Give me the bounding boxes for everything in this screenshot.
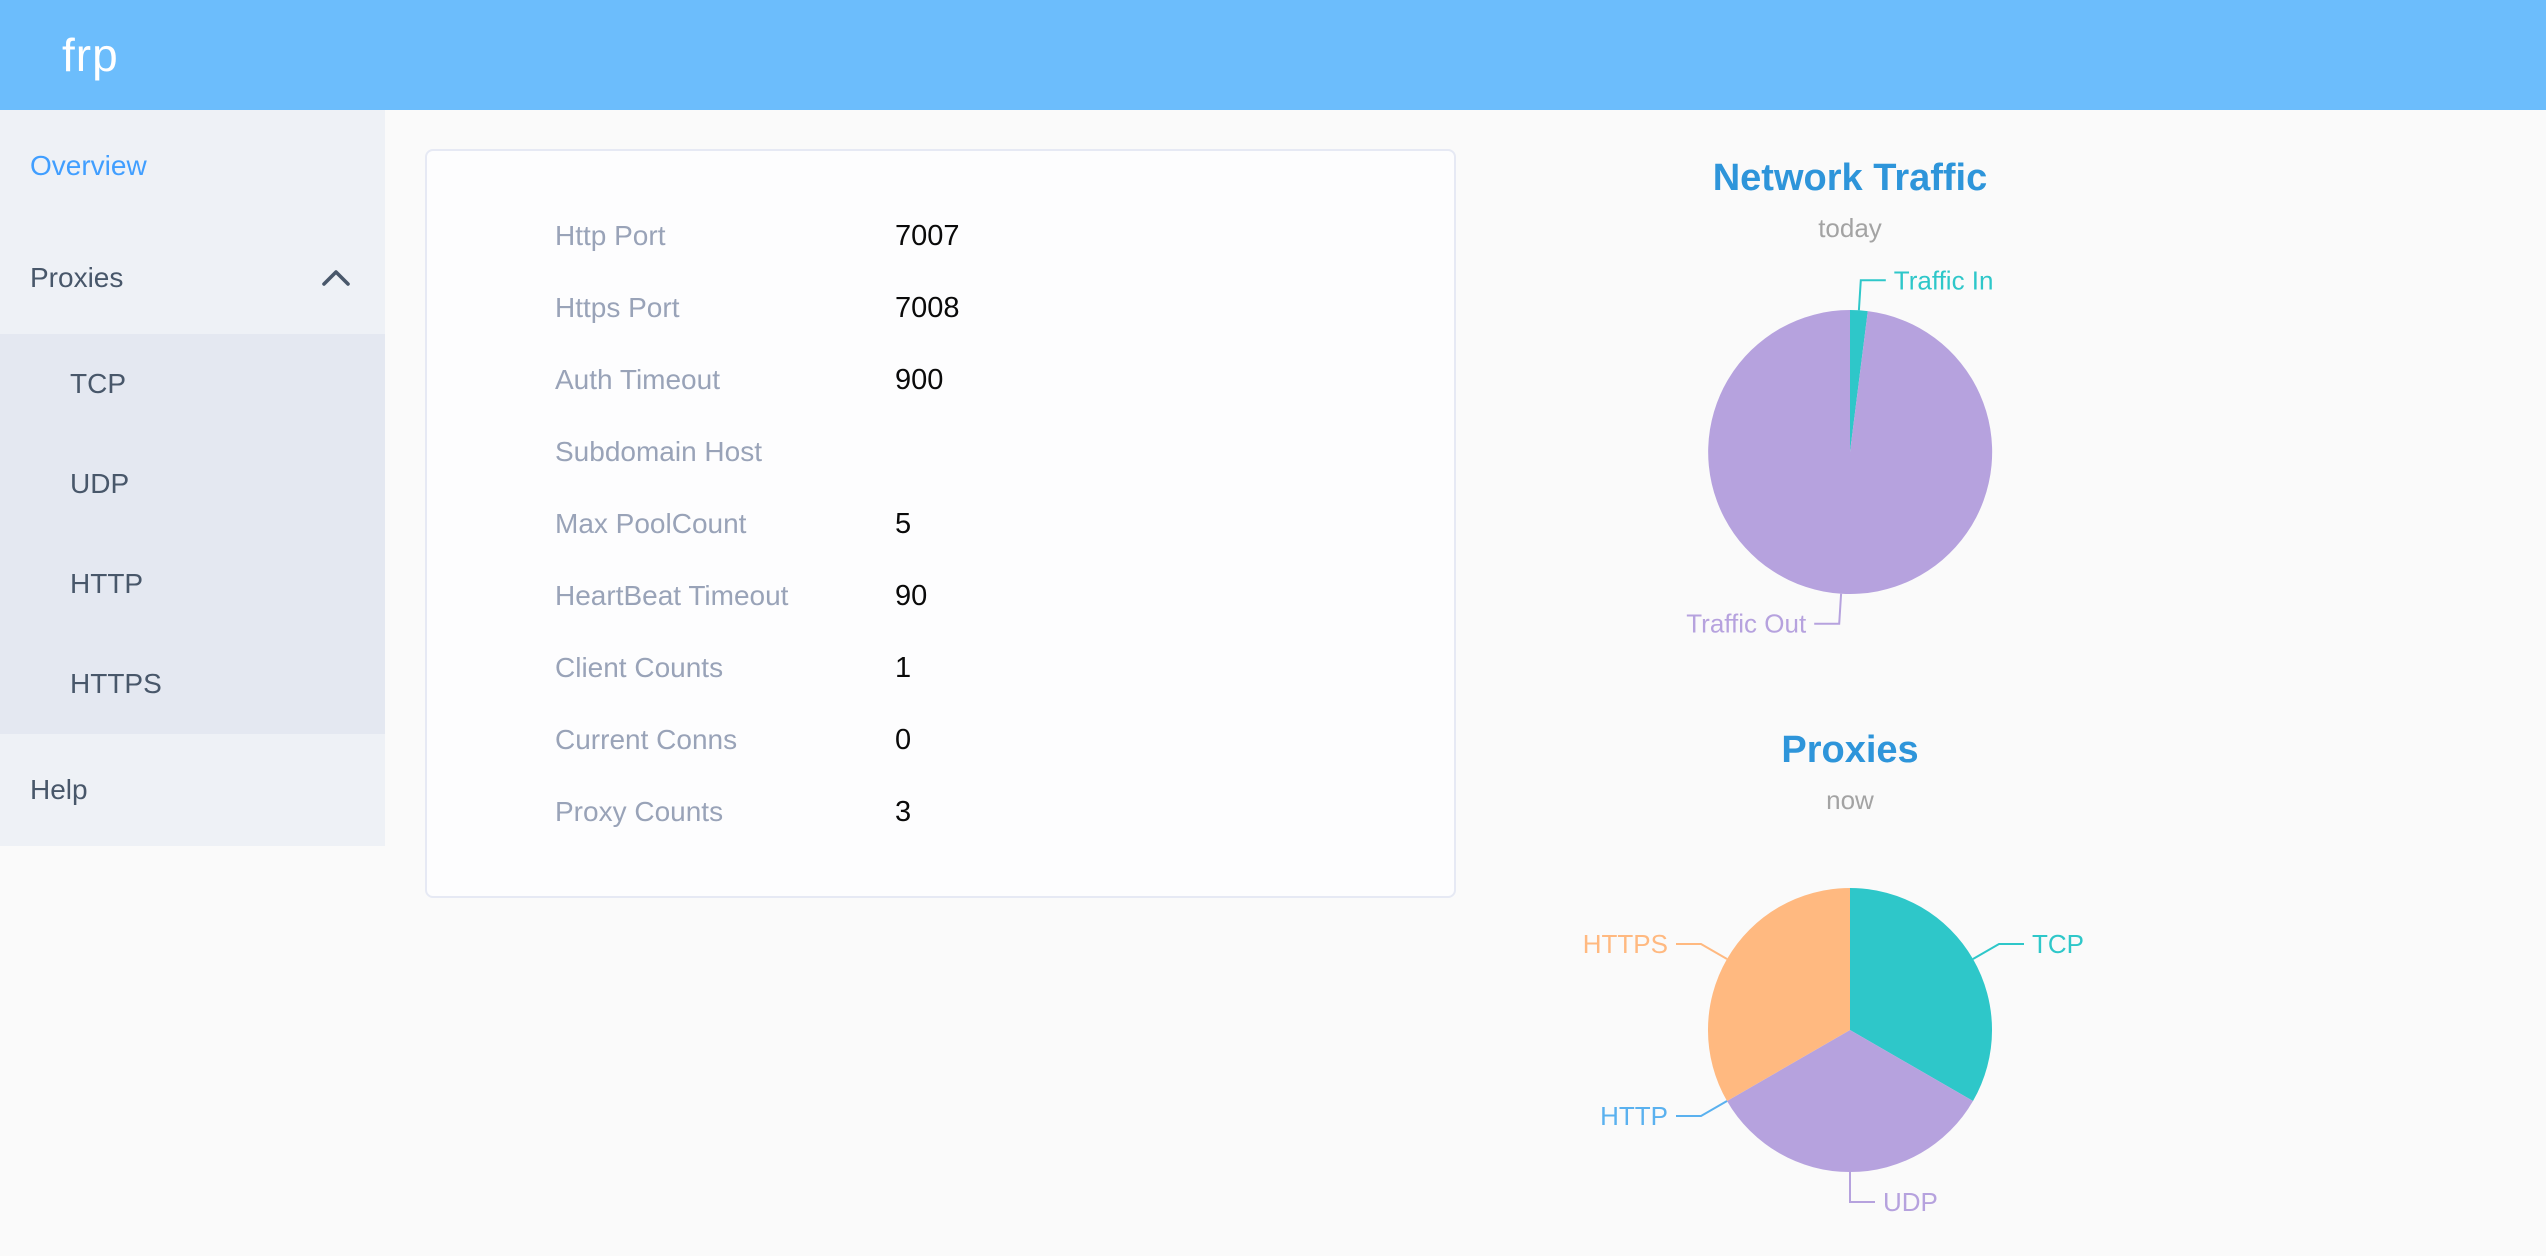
info-row-auth-timeout: Auth Timeout 900 bbox=[427, 344, 1454, 416]
pie-label-line-https bbox=[1676, 943, 1728, 960]
pie-slice-traffic-in[interactable] bbox=[1850, 309, 1868, 452]
info-label: Https Port bbox=[555, 292, 680, 323]
info-value: 7007 bbox=[895, 219, 960, 252]
proxies-chart: Proxies now TCP UDP HTTP HTTPS bbox=[1530, 722, 2170, 1256]
info-row-max-poolcount: Max PoolCount 5 bbox=[427, 488, 1454, 560]
info-row-https-port: Https Port 7008 bbox=[427, 272, 1454, 344]
info-value: 1 bbox=[895, 651, 912, 684]
app-header: frp bbox=[0, 0, 2546, 110]
info-label: Http Port bbox=[555, 220, 666, 251]
pie-label-udp: UDP bbox=[1883, 1187, 1938, 1217]
sidebar-item-help[interactable]: Help bbox=[0, 734, 385, 846]
info-label: Auth Timeout bbox=[555, 364, 720, 395]
info-label: Client Counts bbox=[555, 652, 724, 683]
pie-slice-traffic-out[interactable] bbox=[1708, 310, 1993, 594]
info-row-proxy-counts: Proxy Counts 3 bbox=[427, 776, 1454, 848]
info-value: 900 bbox=[895, 363, 944, 396]
sidebar-item-https-label: HTTPS bbox=[70, 668, 162, 699]
pie-slice-tcp[interactable] bbox=[1850, 888, 1993, 1101]
network-traffic-chart: Network Traffic today Traffic In Traffic … bbox=[1530, 150, 2170, 684]
info-value: 90 bbox=[895, 579, 928, 612]
pie-label-line-traffic-out bbox=[1814, 593, 1843, 625]
sidebar-item-tcp[interactable]: TCP bbox=[0, 334, 385, 434]
info-row-subdomain-host: Subdomain Host bbox=[427, 416, 1454, 488]
network-traffic-chart-subtitle: today bbox=[1818, 213, 1882, 243]
pie-label-traffic-in: Traffic In bbox=[1894, 265, 1994, 295]
pie-label-tcp: TCP bbox=[2032, 929, 2084, 959]
sidebar-item-overview[interactable]: Overview bbox=[0, 110, 385, 222]
info-label: Subdomain Host bbox=[555, 436, 763, 467]
network-traffic-pie[interactable]: Traffic In Traffic Out bbox=[1530, 244, 2170, 684]
info-row-heartbeat-timeout: HeartBeat Timeout 90 bbox=[427, 560, 1454, 632]
info-value: 5 bbox=[895, 507, 912, 540]
chevron-up-icon bbox=[322, 270, 350, 286]
info-value: 3 bbox=[895, 795, 912, 828]
info-label: Proxy Counts bbox=[555, 796, 724, 827]
info-value: 0 bbox=[895, 723, 912, 756]
sidebar-item-overview-label: Overview bbox=[30, 150, 147, 181]
info-row-current-conns: Current Conns 0 bbox=[427, 704, 1454, 776]
info-label: Current Conns bbox=[555, 724, 738, 755]
proxies-chart-title: Proxies bbox=[1781, 729, 1919, 771]
pie-label-http: HTTP bbox=[1600, 1101, 1668, 1131]
network-traffic-chart-title: Network Traffic bbox=[1712, 157, 1988, 199]
sidebar-item-udp-label: UDP bbox=[70, 468, 130, 499]
info-value: 7008 bbox=[895, 291, 960, 324]
pie-label-line-http bbox=[1676, 1100, 1728, 1117]
proxies-pie[interactable]: TCP UDP HTTP HTTPS bbox=[1530, 816, 2170, 1256]
sidebar-item-help-label: Help bbox=[30, 774, 88, 805]
info-row-client-counts: Client Counts 1 bbox=[427, 632, 1454, 704]
pie-label-traffic-out: Traffic Out bbox=[1686, 609, 1807, 639]
pie-slice-udp[interactable] bbox=[1727, 1030, 1973, 1173]
sidebar-item-udp[interactable]: UDP bbox=[0, 434, 385, 534]
proxies-chart-subtitle: now bbox=[1826, 785, 1874, 815]
sidebar-item-tcp-label: TCP bbox=[70, 368, 126, 399]
info-label: Max PoolCount bbox=[555, 508, 747, 539]
sidebar-item-proxies-label: Proxies bbox=[30, 262, 124, 293]
sidebar-item-http-label: HTTP bbox=[70, 568, 144, 599]
sidebar-item-http[interactable]: HTTP bbox=[0, 534, 385, 634]
sidebar-item-proxies[interactable]: Proxies bbox=[0, 222, 385, 334]
pie-label-line-udp bbox=[1849, 1172, 1875, 1203]
sidebar-submenu-proxies: TCP UDP HTTP HTTPS bbox=[0, 334, 385, 734]
pie-label-line-traffic-in bbox=[1857, 279, 1886, 311]
sidebar-item-https[interactable]: HTTPS bbox=[0, 634, 385, 734]
pie-label-https: HTTPS bbox=[1583, 929, 1668, 959]
pie-slice-https[interactable] bbox=[1707, 888, 1850, 1101]
server-info-card: Http Port 7007 Https Port 7008 Auth Time… bbox=[425, 149, 1456, 898]
app-logo: frp bbox=[62, 29, 119, 81]
pie-label-line-tcp bbox=[1972, 943, 2024, 960]
sidebar-menu: Overview Proxies TCP UDP HTTP HTTPS Help bbox=[0, 110, 385, 846]
info-label: HeartBeat Timeout bbox=[555, 580, 789, 611]
info-row-http-port: Http Port 7007 bbox=[427, 200, 1454, 272]
